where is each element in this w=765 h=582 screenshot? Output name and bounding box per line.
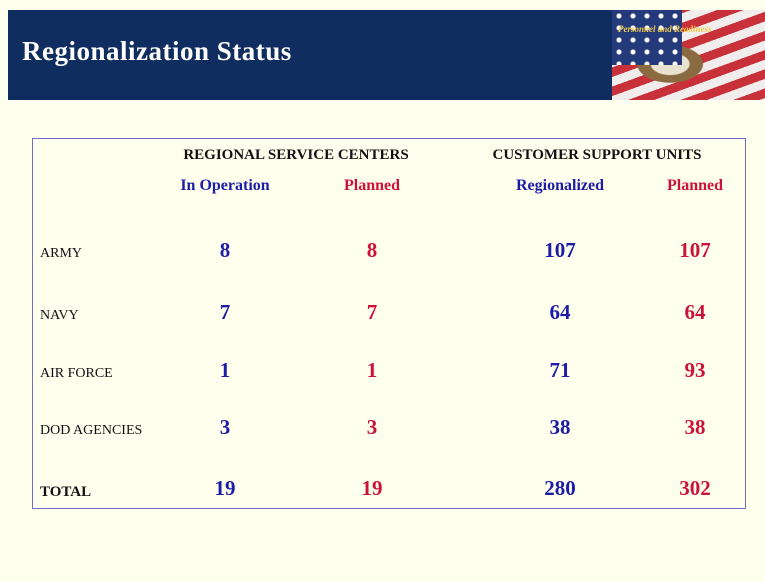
cell-value: 1 <box>366 358 378 382</box>
cell-value: 302 <box>679 476 711 500</box>
group-header: REGIONAL SERVICE CENTERS <box>183 147 409 163</box>
table-frame <box>32 138 746 509</box>
cell-value: 107 <box>679 238 711 262</box>
cell-value: 64 <box>549 300 571 324</box>
row-label: ARMY <box>40 246 83 261</box>
cell-value: 38 <box>684 415 706 439</box>
cell-value: 8 <box>366 238 378 262</box>
cell-value: 1 <box>219 358 231 382</box>
row-label: TOTAL <box>40 484 92 500</box>
cell-value: 19 <box>361 476 383 500</box>
row-label: AIR FORCE <box>40 366 113 381</box>
cell-value: 3 <box>219 415 231 439</box>
group-header: CUSTOMER SUPPORT UNITS <box>492 147 702 163</box>
logo: Personnel and Readiness <box>612 10 765 100</box>
cell-value: 7 <box>219 300 231 324</box>
slide-title: Regionalization Status <box>22 36 292 66</box>
cell-value: 38 <box>549 415 571 439</box>
cell-value: 19 <box>214 476 236 500</box>
cell-value: 8 <box>219 238 231 262</box>
cell-value: 3 <box>366 415 378 439</box>
column-header: In Operation <box>180 177 270 194</box>
column-header: Planned <box>666 177 724 194</box>
cell-value: 7 <box>366 300 378 324</box>
logo-text: Personnel and Readiness <box>618 24 712 34</box>
column-header: Planned <box>343 177 401 194</box>
cell-value: 64 <box>684 300 706 324</box>
row-label: NAVY <box>40 308 79 323</box>
cell-value: 280 <box>544 476 576 500</box>
cell-value: 107 <box>544 238 576 262</box>
row-label: DOD AGENCIES <box>40 423 143 438</box>
cell-value: 71 <box>549 358 571 382</box>
cell-value: 93 <box>684 358 706 382</box>
logo-stars <box>612 10 682 65</box>
column-header: Regionalized <box>516 177 604 194</box>
